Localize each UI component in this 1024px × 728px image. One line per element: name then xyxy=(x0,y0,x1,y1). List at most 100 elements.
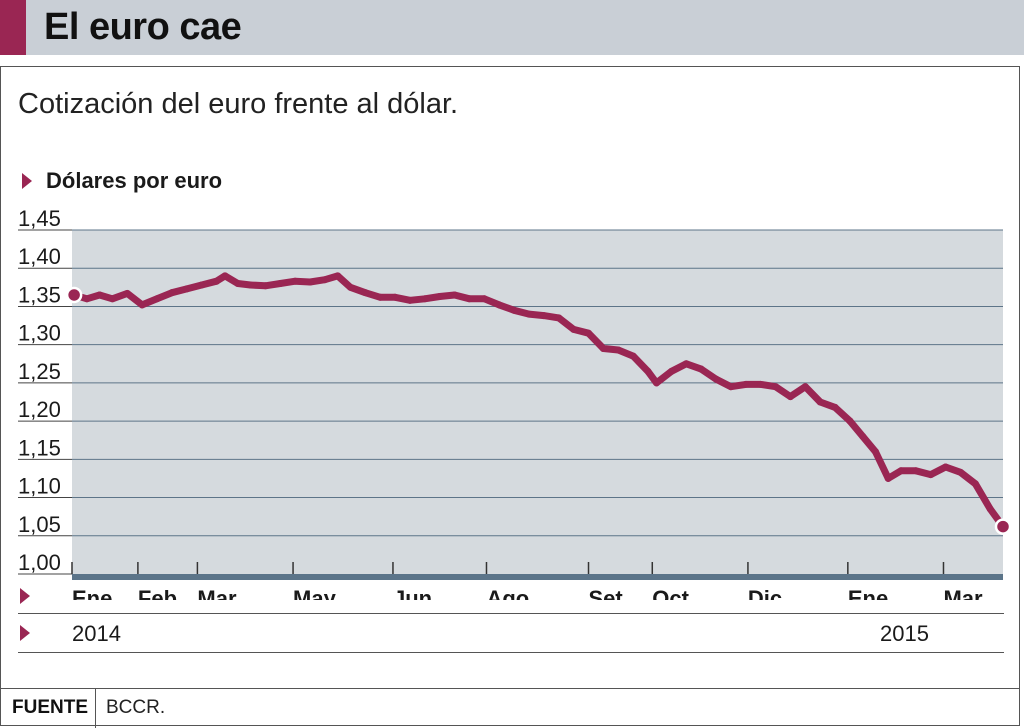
y-tick-label: 1,20 xyxy=(18,397,61,422)
footer-divider xyxy=(0,688,1020,689)
data-point xyxy=(83,295,91,303)
x-axis-bar xyxy=(72,574,1003,580)
x-tick-label: Mar. xyxy=(943,586,987,600)
year-row-arrow-icon xyxy=(20,625,30,641)
data-point xyxy=(391,293,399,301)
data-point xyxy=(629,352,637,360)
data-point xyxy=(956,468,964,476)
y-tick-label: 1,40 xyxy=(18,244,61,269)
data-point xyxy=(846,417,854,425)
data-point xyxy=(346,283,354,291)
data-point xyxy=(986,505,994,513)
data-point xyxy=(859,432,867,440)
data-point xyxy=(306,278,314,286)
data-point xyxy=(897,467,905,475)
endpoint-marker xyxy=(65,286,83,304)
data-point xyxy=(667,367,675,375)
x-tick-label: Ago. xyxy=(486,586,535,600)
data-point xyxy=(884,474,892,482)
data-point xyxy=(276,280,284,288)
chart-subtitle: Cotización del euro frente al dólar. xyxy=(18,88,459,120)
data-point xyxy=(772,383,780,391)
data-point xyxy=(682,360,690,368)
data-point xyxy=(247,281,255,289)
data-point xyxy=(570,325,578,333)
y-tick-label: 1,05 xyxy=(18,512,61,537)
data-point xyxy=(168,289,176,297)
data-point xyxy=(653,379,661,387)
data-point xyxy=(480,295,488,303)
month-row-divider xyxy=(18,613,1004,614)
y-tick-label: 1,15 xyxy=(18,435,61,460)
data-point xyxy=(421,295,429,303)
data-point xyxy=(321,276,329,284)
data-point xyxy=(376,293,384,301)
data-point xyxy=(221,272,229,280)
data-point xyxy=(436,293,444,301)
y-tick-label: 1,30 xyxy=(18,321,61,346)
y-tick-label: 1,00 xyxy=(18,550,61,575)
data-point xyxy=(406,296,414,304)
data-point xyxy=(525,310,533,318)
data-point xyxy=(213,277,221,285)
plot-area xyxy=(72,230,1003,574)
chart-frame xyxy=(0,66,1020,726)
data-point xyxy=(831,403,839,411)
unit-arrow-icon xyxy=(22,173,32,189)
x-tick-label: Set. xyxy=(589,586,629,600)
data-point xyxy=(971,480,979,488)
header-accent xyxy=(0,0,26,55)
data-point xyxy=(942,463,950,471)
data-point xyxy=(465,295,473,303)
data-point xyxy=(451,291,459,299)
data-point xyxy=(96,291,104,299)
y-tick-label: 1,35 xyxy=(18,282,61,307)
year-row-divider xyxy=(18,652,1004,653)
x-tick-label: Dic. xyxy=(748,586,788,600)
data-point xyxy=(742,380,750,388)
x-tick-label: Jun. xyxy=(393,586,438,600)
data-point xyxy=(153,295,161,303)
y-tick-label: 1,45 xyxy=(18,210,61,231)
data-point xyxy=(599,344,607,352)
year-label-end: 2015 xyxy=(880,621,929,646)
data-point xyxy=(261,282,269,290)
data-point xyxy=(291,277,299,285)
data-point xyxy=(138,301,146,309)
y-tick-label: 1,10 xyxy=(18,474,61,499)
data-point xyxy=(816,398,824,406)
data-point xyxy=(727,383,735,391)
data-point xyxy=(510,306,518,314)
year-label-start: 2014 xyxy=(72,621,121,646)
data-point xyxy=(644,367,652,375)
data-point xyxy=(801,383,809,391)
data-point xyxy=(585,329,593,337)
data-point xyxy=(927,471,935,479)
page-title: El euro cae xyxy=(44,6,242,48)
source-label: FUENTE xyxy=(12,697,88,718)
line-chart: 1,00 1,05 1,10 1,15 1,20 1,25 1,30 1,35 1,40 1,45… xyxy=(18,210,1012,600)
x-tick-label: Ene. xyxy=(848,586,894,600)
y-unit-label: Dólares por euro xyxy=(46,168,223,193)
x-tick-label: Mar. xyxy=(197,586,241,600)
data-point xyxy=(495,301,503,309)
header-bar xyxy=(0,0,1024,55)
x-tick-label: Ene. xyxy=(72,586,118,600)
data-point xyxy=(712,375,720,383)
month-row-arrow-icon xyxy=(20,588,30,604)
data-point xyxy=(334,272,342,280)
data-point xyxy=(697,365,705,373)
data-point xyxy=(540,312,548,320)
data-point xyxy=(123,289,131,297)
source-divider xyxy=(95,688,96,728)
x-tick-label: Oct. xyxy=(652,586,695,600)
x-tick-label: May. xyxy=(293,586,340,600)
data-point xyxy=(361,289,369,297)
y-tick-label: 1,25 xyxy=(18,359,61,384)
data-point xyxy=(234,280,242,288)
data-point xyxy=(108,295,116,303)
data-point xyxy=(198,281,206,289)
data-point xyxy=(786,393,794,401)
data-point xyxy=(614,346,622,354)
source-value: BCCR. xyxy=(106,697,166,718)
